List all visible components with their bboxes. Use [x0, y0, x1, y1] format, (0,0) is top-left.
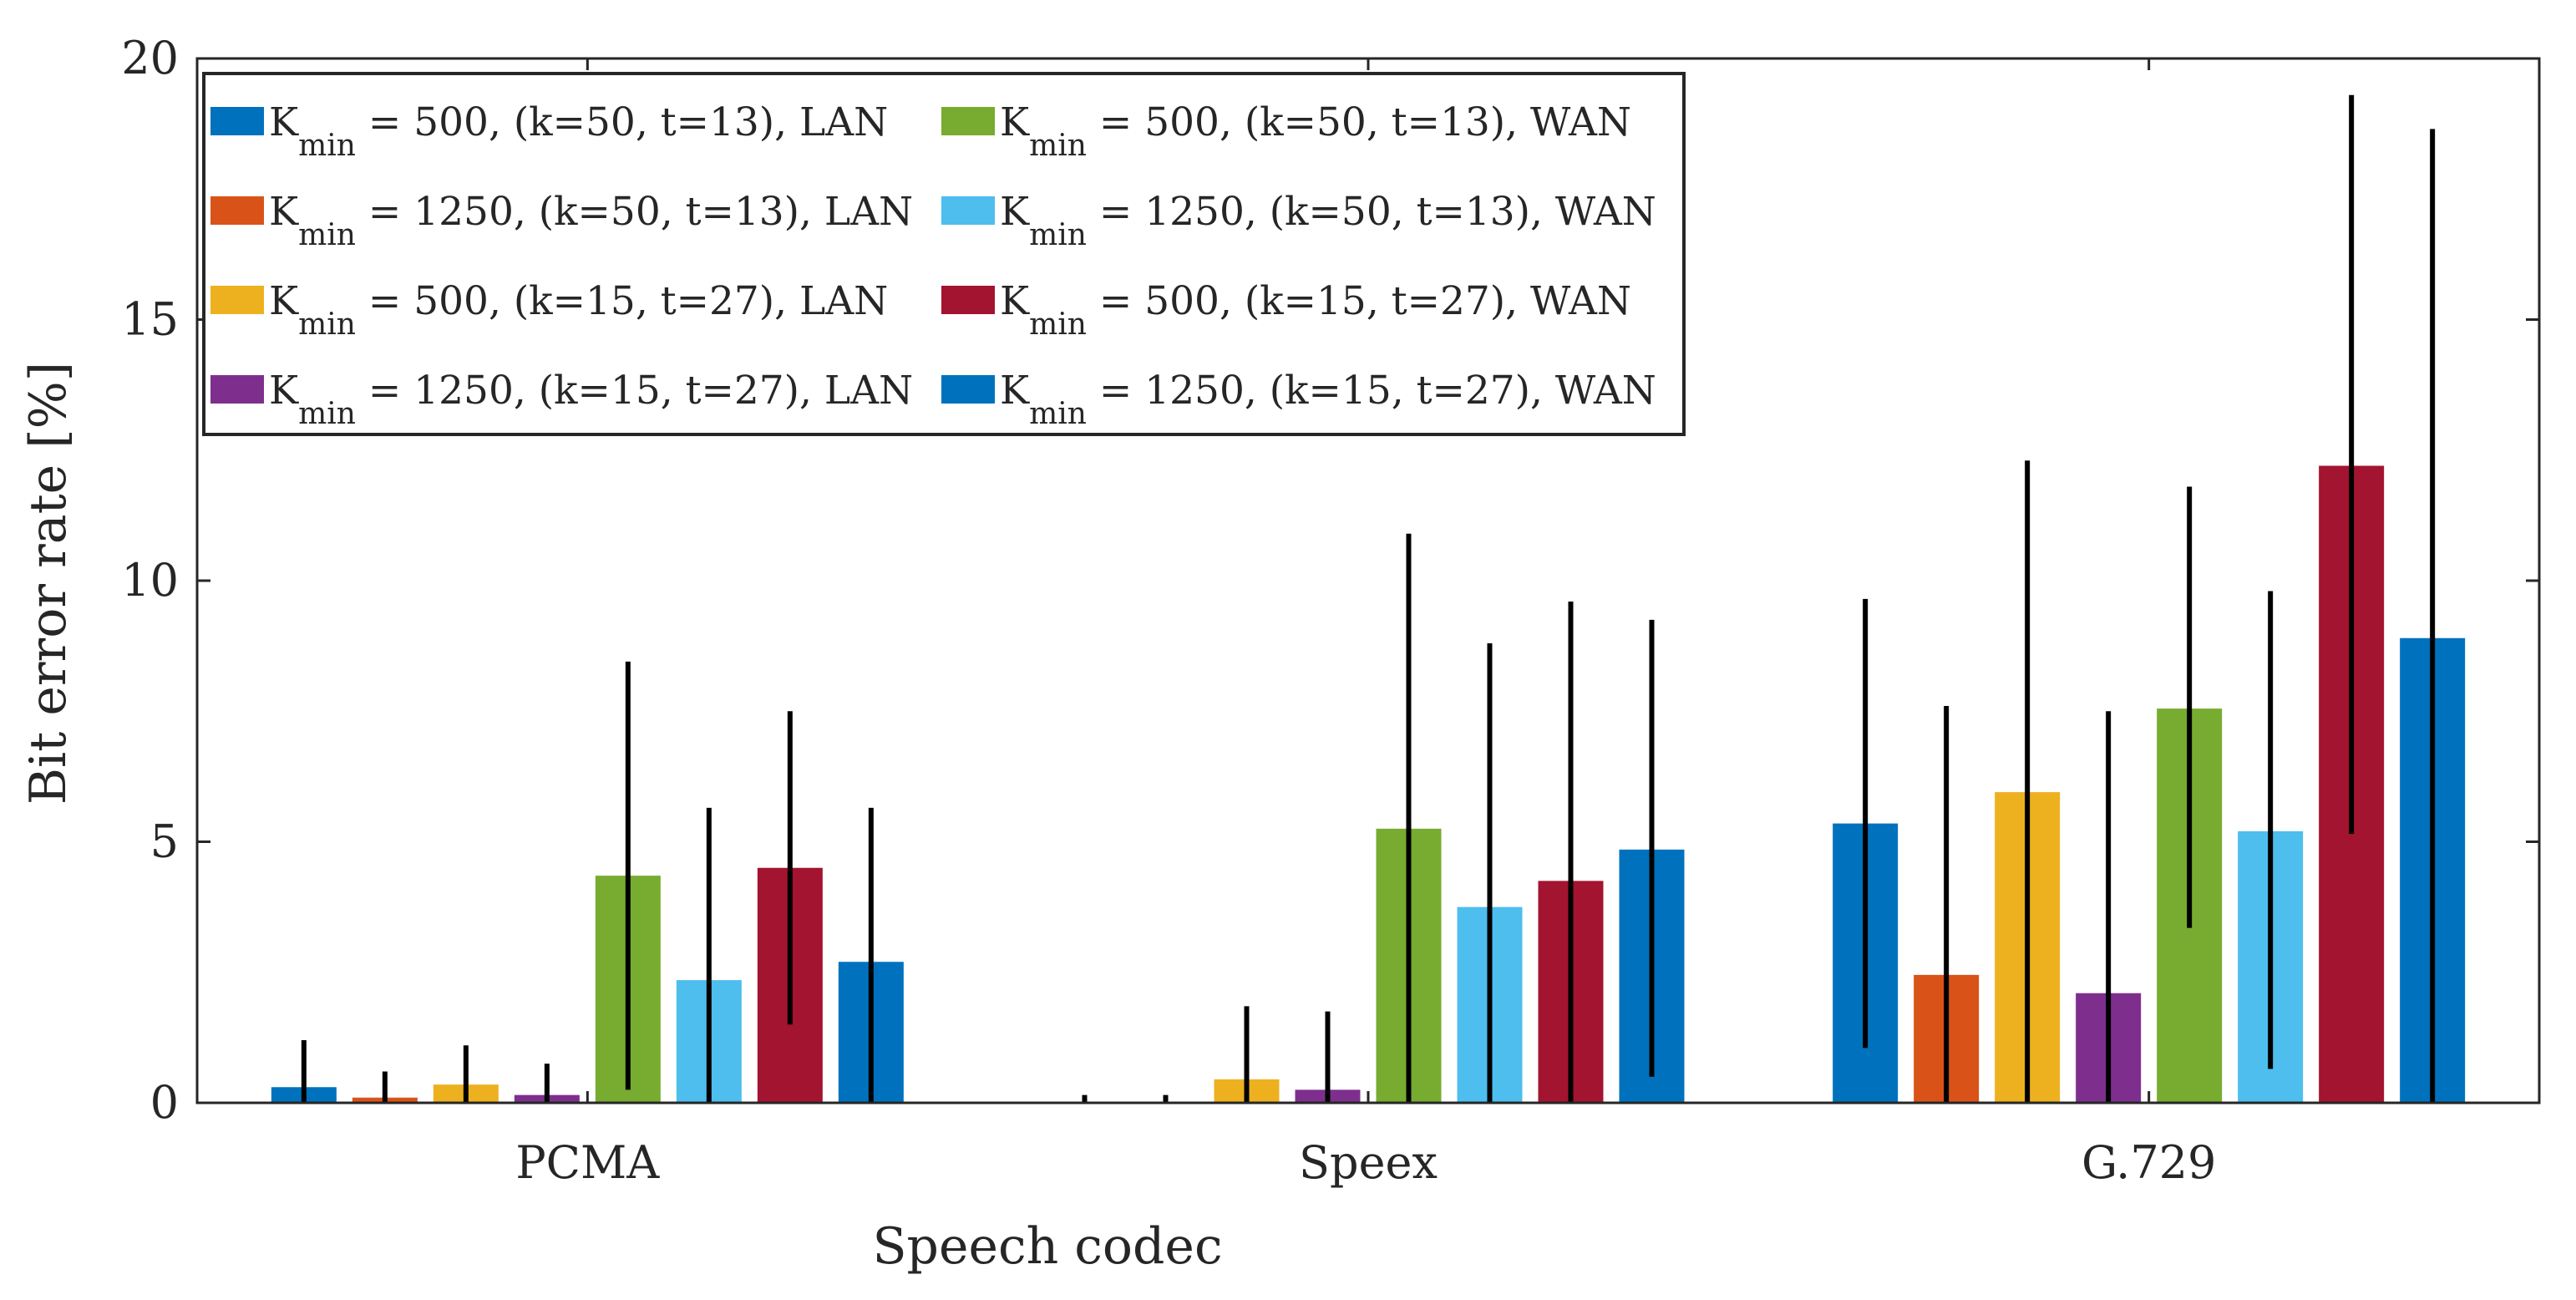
y-tick-label: 10 [121, 554, 179, 607]
legend-label: Kmin = 1250, (k=15, t=27), LAN [269, 368, 913, 431]
y-tick-label: 5 [150, 815, 179, 868]
y-tick-label: 15 [121, 293, 179, 346]
legend-swatch [941, 375, 995, 404]
legend-label: Kmin = 500, (k=50, t=13), LAN [269, 99, 888, 163]
y-tick-label: 0 [150, 1076, 179, 1129]
x-tick-label: Speex [1299, 1136, 1438, 1189]
legend: Kmin = 500, (k=50, t=13), LAN Kmin = 1250… [202, 72, 1686, 436]
plot-frame [195, 57, 2541, 1104]
legend-label: Kmin = 500, (k=15, t=27), LAN [269, 278, 888, 342]
x-tick-label: PCMA [515, 1136, 660, 1189]
legend-swatch [210, 196, 264, 225]
legend-label: Kmin = 1250, (k=15, t=27), WAN [1000, 368, 1656, 431]
legend-swatch [210, 375, 264, 404]
x-tick-label: G.729 [2082, 1136, 2216, 1189]
y-tick-label: 20 [121, 32, 179, 84]
legend-swatch [941, 196, 995, 225]
error-bars-layer [301, 94, 2436, 1103]
legend-label: Kmin = 1250, (k=50, t=13), WAN [1000, 189, 1656, 252]
x-axis-title: Speech codec [872, 1217, 1222, 1276]
y-axis-title: Bit error rate [%] [19, 362, 78, 805]
axes-layer: PCMA Speex G.729 0 5 10 15 20 [121, 32, 2541, 1189]
legend-swatch [210, 286, 264, 314]
legend-swatch [210, 107, 264, 135]
legend-swatch [941, 107, 995, 135]
bars-layer [271, 465, 2466, 1103]
legend-label: Kmin = 500, (k=50, t=13), WAN [1000, 99, 1631, 163]
legend-label: Kmin = 1250, (k=50, t=13), LAN [269, 189, 913, 252]
legend-swatch [941, 286, 995, 314]
legend-label: Kmin = 500, (k=15, t=27), WAN [1000, 278, 1631, 342]
